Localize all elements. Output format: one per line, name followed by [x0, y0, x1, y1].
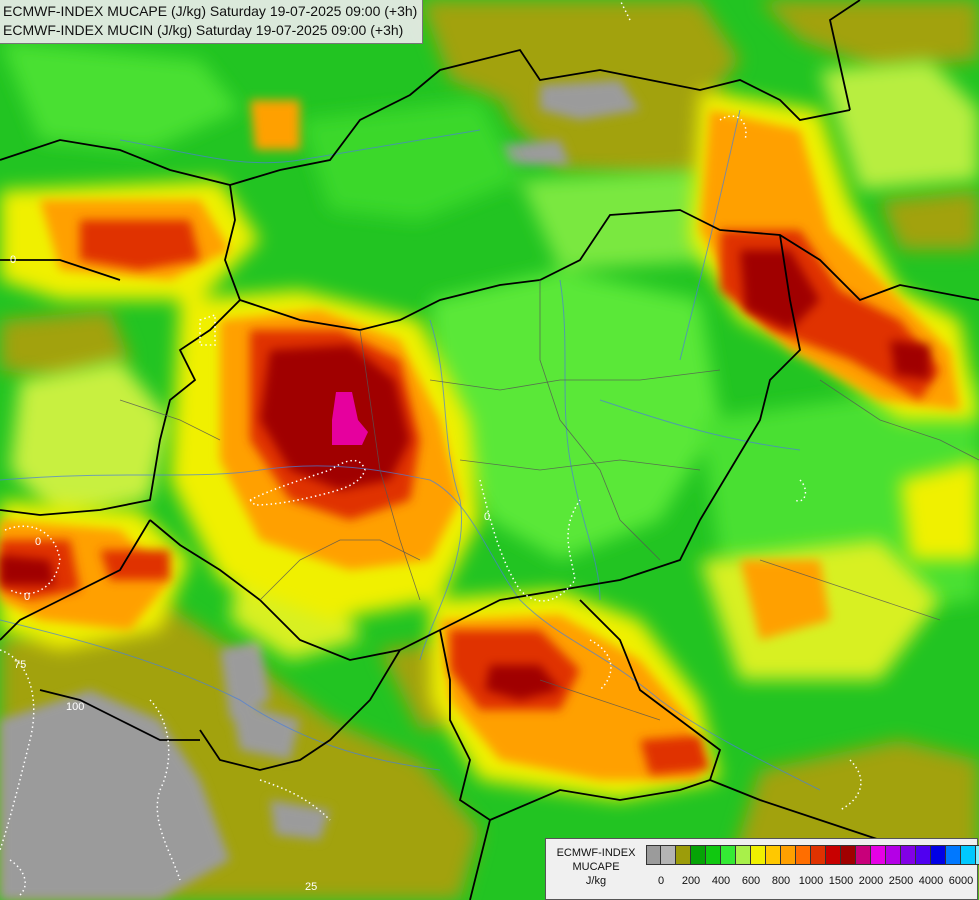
- map-title: ECMWF-INDEX MUCAPE (J/kg) Saturday 19-07…: [0, 0, 424, 44]
- legend-swatch: [751, 845, 766, 865]
- legend-swatch: [766, 845, 781, 865]
- legend-swatch: [931, 845, 946, 865]
- rivers: [0, 109, 821, 791]
- legend-swatch: [781, 845, 796, 865]
- legend-ticks: 0 200 400 600 800 1000 1500 2000 2500 4000 6000: [646, 875, 976, 889]
- legend-swatch: [976, 845, 979, 865]
- legend-swatch: [811, 845, 826, 865]
- legend-tick-label: 800: [771, 875, 791, 887]
- mucin-label: 75: [14, 659, 26, 671]
- legend-swatch: [946, 845, 961, 865]
- legend-title: ECMWF-INDEX MUCAPE J/kg: [549, 846, 643, 888]
- mucape-peak: [332, 392, 368, 445]
- legend-tick-label: 6000: [948, 875, 974, 887]
- legend-swatch: [796, 845, 811, 865]
- legend-swatch: [916, 845, 931, 865]
- legend-swatch: [826, 845, 841, 865]
- legend-tick-label: 400: [711, 875, 731, 887]
- legend-tick-label: 2000: [858, 875, 884, 887]
- color-legend: ECMWF-INDEX MUCAPE J/kg 0 200 400 600 800 100…: [545, 838, 979, 900]
- legend-swatch: [886, 845, 901, 865]
- legend-tick-label: 1000: [798, 875, 824, 887]
- legend-unit: J/kg: [585, 875, 607, 887]
- legend-swatch: [901, 845, 916, 865]
- legend-tick-label: 200: [681, 875, 701, 887]
- title-mucin: ECMWF-INDEX MUCIN (J/kg) Saturday 19-07-…: [3, 22, 404, 38]
- mucin-label: 0: [24, 591, 30, 603]
- legend-swatch: [676, 845, 691, 865]
- legend-swatch: [706, 845, 721, 865]
- legend-tick-label: 0: [657, 875, 665, 887]
- mucin-label: 25: [305, 881, 317, 893]
- title-mucape: ECMWF-INDEX MUCAPE (J/kg) Saturday 19-07…: [3, 3, 418, 19]
- regional-borders: [119, 280, 979, 721]
- legend-tick-label: 600: [741, 875, 761, 887]
- legend-swatch: [646, 845, 661, 865]
- legend-swatch: [871, 845, 886, 865]
- mucin-contours: [0, 0, 862, 896]
- mucin-labels: 0 0 0 0 75 100 25: [10, 254, 490, 893]
- legend-swatch: [736, 845, 751, 865]
- legend-tick-label: 4000: [918, 875, 944, 887]
- legend-swatch: [856, 845, 871, 865]
- mucin-label: 0: [10, 254, 16, 266]
- legend-tick-label: 1500: [828, 875, 854, 887]
- legend-swatch: [841, 845, 856, 865]
- legend-swatch: [721, 845, 736, 865]
- mucin-label: 0: [484, 511, 490, 523]
- legend-model: ECMWF-INDEX: [556, 847, 636, 859]
- mucin-label: 0: [35, 536, 41, 548]
- legend-variable: MUCAPE: [572, 861, 620, 873]
- legend-swatches: [646, 845, 979, 865]
- legend-swatch: [661, 845, 676, 865]
- mucin-label: 100: [66, 701, 84, 713]
- legend-tick-label: 2500: [888, 875, 914, 887]
- legend-swatch: [691, 845, 706, 865]
- legend-swatch: [961, 845, 976, 865]
